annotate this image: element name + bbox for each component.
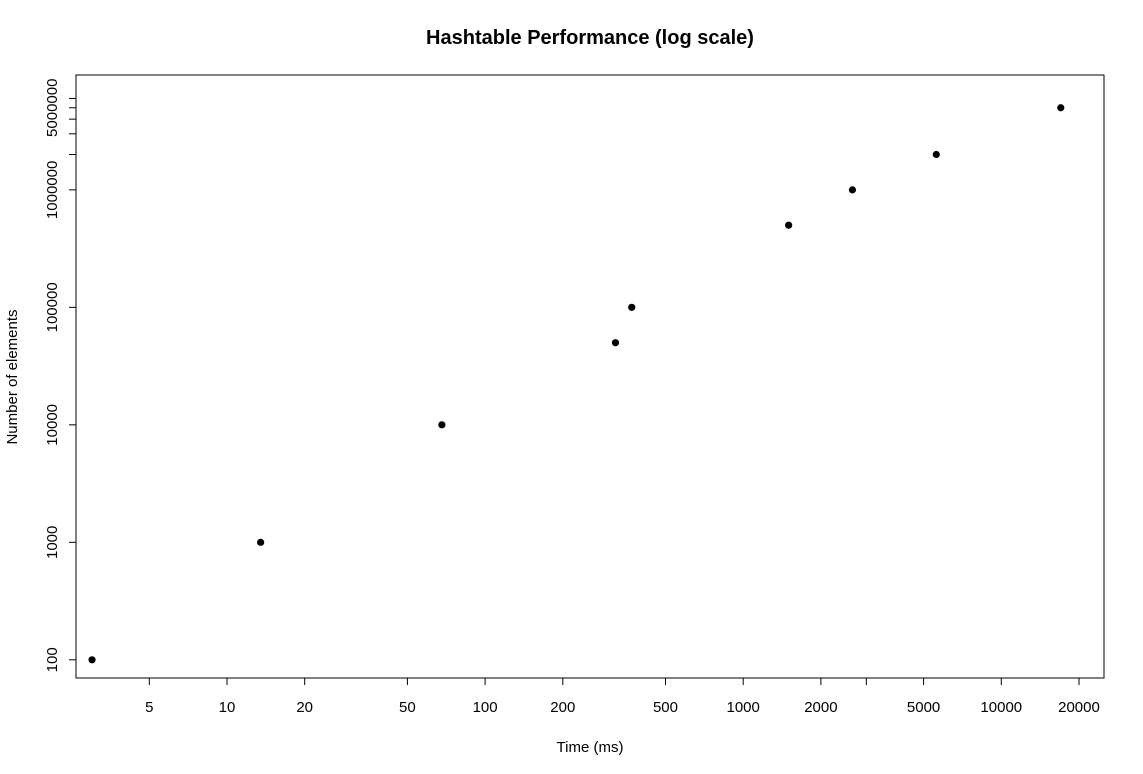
x-tick-label: 5	[145, 699, 153, 716]
x-axis-label: Time (ms)	[557, 739, 624, 756]
y-tick-label: 100	[44, 647, 61, 672]
data-point	[257, 538, 265, 546]
chart-title: Hashtable Performance (log scale)	[426, 27, 754, 49]
x-tick-label: 50	[399, 699, 416, 716]
data-point	[848, 186, 857, 194]
y-tick-label: 10000	[44, 404, 61, 446]
y-tick-label: 1000	[44, 526, 61, 559]
x-tick-label: 500	[653, 699, 678, 716]
data-point	[611, 339, 620, 347]
y-tick-label: 5000000	[44, 79, 61, 137]
data-point	[932, 150, 940, 159]
y-tick-label: 1000000	[44, 161, 61, 219]
data-point	[785, 221, 793, 229]
data-point	[1057, 104, 1065, 112]
y-axis: 100 1000 10000 100000 1000000 5000000	[44, 79, 76, 672]
data-points	[88, 104, 1065, 664]
x-tick-label: 200	[550, 699, 575, 716]
y-axis-label: Number of elements	[4, 309, 21, 444]
x-tick-label: 100	[473, 699, 498, 716]
y-tick-label: 100000	[44, 282, 61, 332]
data-point	[438, 421, 446, 429]
plot-frame	[75, 74, 1105, 679]
x-tick-label: 2000	[804, 699, 837, 716]
x-tick-label: 10000	[980, 699, 1022, 716]
data-point	[88, 656, 96, 664]
x-axis: 5 10 20 50 100 200 500 1000 2000 5000 10000 20000	[145, 678, 1100, 716]
x-tick-label: 20000	[1058, 699, 1100, 716]
x-tick-label: 10	[219, 699, 236, 716]
x-tick-label: 1000	[727, 699, 760, 716]
x-tick-label: 5000	[907, 699, 940, 716]
x-tick-label: 20	[296, 699, 313, 716]
data-point	[628, 303, 636, 311]
